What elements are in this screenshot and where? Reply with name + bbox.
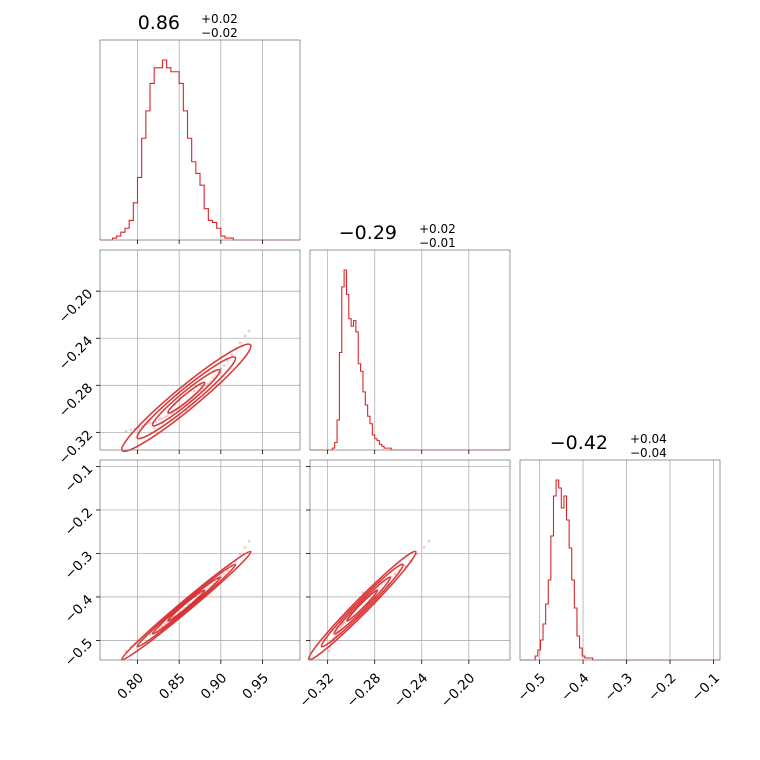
- contour-level: [320, 563, 404, 648]
- title-param-2-value: −0.29: [339, 222, 397, 244]
- histogram-param-2: [310, 269, 510, 451]
- corner-panels: −0.32−0.28−0.24−0.200.80 0.85 0.90 0.95−0.5…: [56, 39, 723, 711]
- tick-label-y: −0.3: [62, 548, 96, 582]
- tick-label-x: −0.2: [645, 670, 679, 704]
- scatter-point: [415, 552, 419, 556]
- scatter-point: [422, 545, 426, 549]
- scatter-point: [427, 539, 431, 543]
- scatter-point: [341, 622, 345, 626]
- title-param-2-plus: +0.02: [419, 222, 456, 236]
- scatter-point: [230, 353, 234, 357]
- tick-label-y: −0.24: [56, 333, 97, 374]
- title-param-1: 0.86 +0.02 −0.02: [138, 12, 238, 40]
- tick-label-y: −0.2: [62, 505, 96, 539]
- scatter-point: [163, 415, 167, 419]
- contour-level: [333, 576, 392, 635]
- scatter-point: [238, 552, 242, 556]
- tick-label-y: −0.28: [56, 380, 97, 421]
- scatter-point: [393, 572, 397, 576]
- panel-r2-c1: −0.32 −0.28 −0.24 −0.20: [56, 249, 301, 468]
- tick-label-y: −0.4: [62, 592, 96, 626]
- panel-frame: [99, 249, 301, 451]
- scatter-point: [147, 421, 151, 425]
- title-param-3-plus: +0.04: [630, 432, 667, 446]
- tick-label-y: −0.32: [56, 427, 97, 468]
- panel-frame: [99, 39, 301, 241]
- scatter-point: [247, 539, 251, 543]
- panel-r3-c3: −0.5 −0.4 −0.3 −0.2 −0.1: [515, 459, 723, 705]
- contour-level: [346, 589, 379, 622]
- histogram-param-1: [100, 59, 300, 241]
- scatter-point: [339, 626, 342, 630]
- tick-label-x: 0.80: [114, 670, 147, 703]
- tick-label-x: 0.85: [156, 670, 189, 703]
- title-param-3: −0.42 +0.04 −0.04: [550, 432, 667, 460]
- scatter-point: [247, 329, 251, 333]
- tick-label-x: −0.1: [688, 670, 722, 704]
- scatter-point: [157, 418, 161, 421]
- tick-label-y: −0.20: [56, 286, 97, 327]
- panel-r2-c2: [309, 249, 511, 454]
- tick-label-x: −0.3: [602, 670, 636, 704]
- contour-level: [136, 563, 237, 648]
- scatter-point: [243, 545, 247, 549]
- histogram-param-3: [520, 479, 720, 661]
- panel-frame: [99, 459, 301, 661]
- scatter-point: [129, 428, 133, 432]
- scatter-point: [226, 569, 229, 572]
- title-param-3-minus: −0.04: [630, 446, 667, 460]
- scatter-point: [226, 359, 229, 362]
- title-param-1-plus: +0.02: [201, 12, 238, 26]
- tick-label-x: −0.5: [515, 670, 549, 704]
- tick-label-y: −0.5: [62, 635, 96, 669]
- scatter-point: [222, 572, 226, 576]
- title-param-1-value: 0.86: [138, 12, 180, 34]
- scatter-point: [340, 624, 344, 628]
- panel-frame: [309, 249, 511, 451]
- contour-level: [120, 550, 252, 661]
- title-param-2: −0.29 +0.02 −0.01: [339, 222, 456, 250]
- title-param-3-value: −0.42: [550, 432, 608, 454]
- contour-level: [167, 381, 206, 414]
- scatter-point: [243, 334, 247, 338]
- scatter-point: [152, 426, 156, 430]
- scatter-point: [238, 341, 242, 345]
- panel-r1-c1: [99, 39, 301, 244]
- tick-label-x: 0.90: [198, 670, 231, 703]
- contour-level: [136, 356, 237, 440]
- contour-level: [120, 343, 252, 453]
- contour-level: [307, 550, 417, 661]
- scatter-point: [166, 414, 169, 418]
- scatter-point: [124, 429, 128, 433]
- panel-r3-c1: 0.80 0.85 0.90 0.95−0.5−0.4−0.3−0.2−0.1: [62, 459, 301, 703]
- panel-frame: [309, 459, 511, 661]
- tick-label-x: −0.4: [558, 670, 592, 704]
- title-param-2-minus: −0.01: [419, 236, 456, 250]
- contour-level: [167, 589, 206, 622]
- title-param-1-minus: −0.02: [201, 26, 238, 40]
- scatter-point: [154, 420, 158, 424]
- scatter-point: [160, 416, 164, 420]
- panel-r3-c2: −0.32 −0.28 −0.24 −0.20: [297, 459, 511, 711]
- scatter-point: [327, 649, 331, 653]
- tick-label-x: −0.32: [297, 670, 338, 711]
- tick-label-x: −0.20: [438, 670, 479, 711]
- scatter-point: [192, 389, 196, 393]
- panel-frame: [519, 459, 721, 661]
- contour-level: [151, 576, 221, 635]
- scatter-point: [222, 363, 226, 367]
- tick-label-x: −0.28: [344, 670, 385, 711]
- contour-level: [151, 368, 221, 427]
- scatter-point: [163, 622, 167, 626]
- tick-label-x: −0.24: [391, 670, 432, 711]
- tick-label-x: 0.95: [239, 670, 272, 703]
